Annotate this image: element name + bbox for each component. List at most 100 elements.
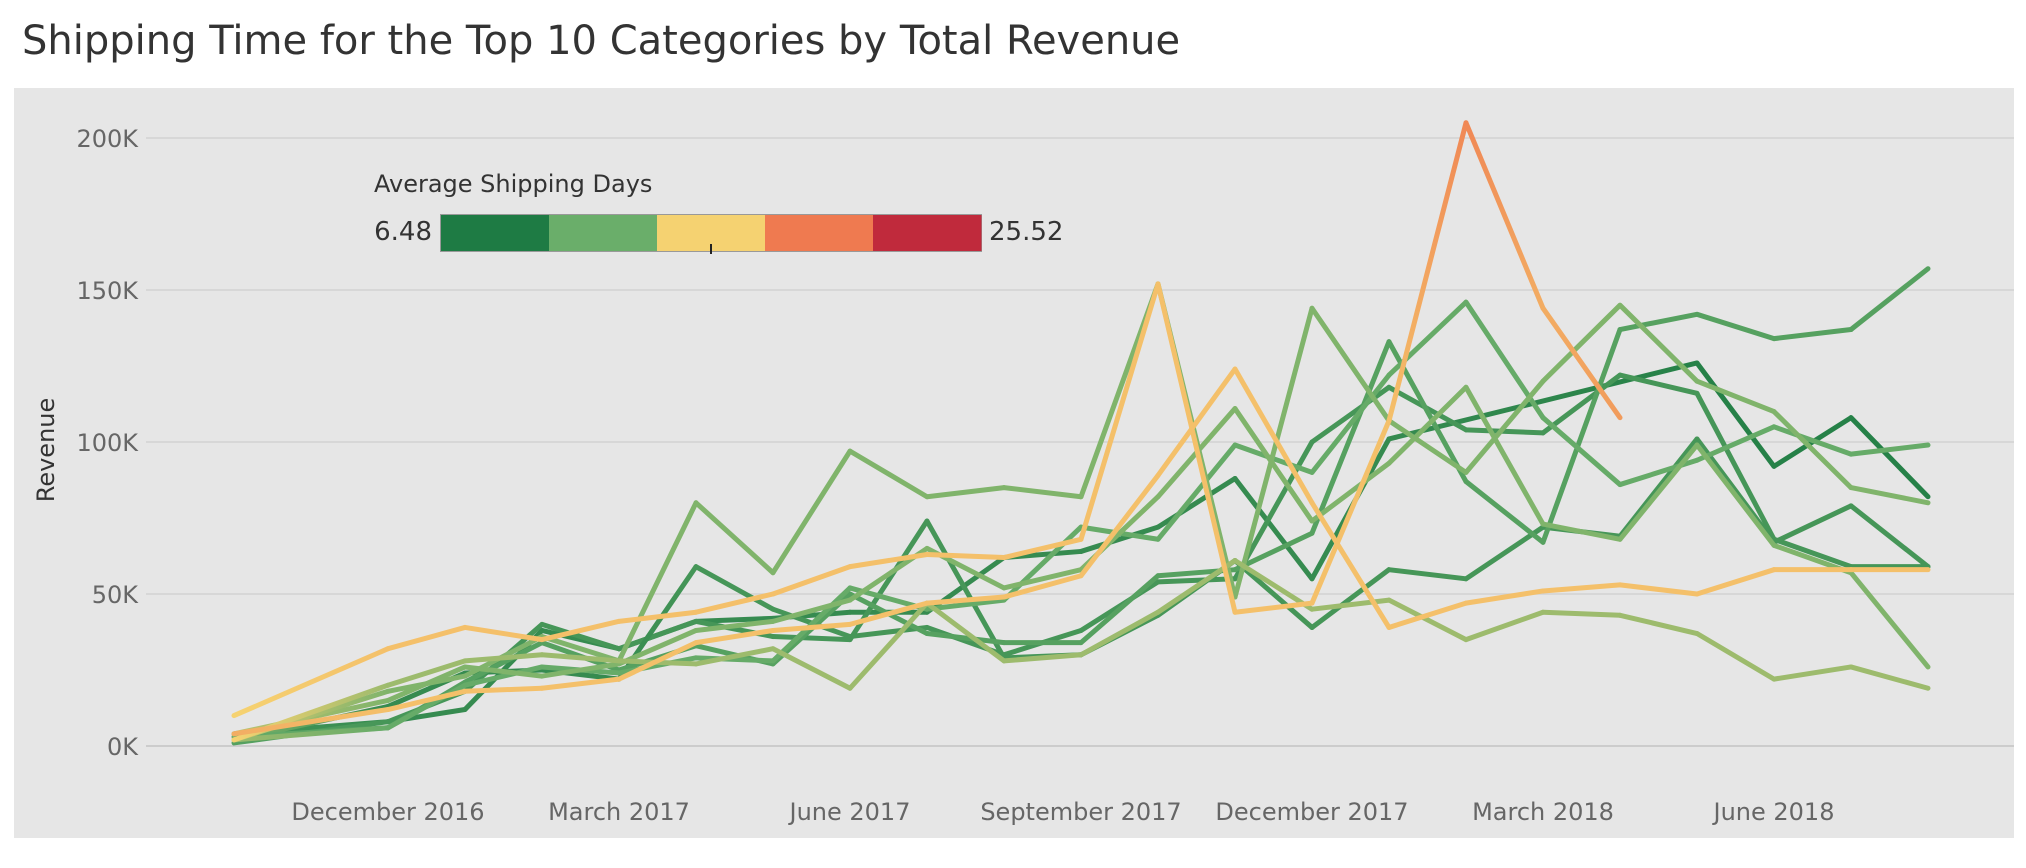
legend-swatch	[873, 215, 982, 251]
series-segment	[924, 600, 1007, 664]
series-segment	[770, 448, 853, 576]
series-segment	[1078, 573, 1161, 646]
series-segment	[1078, 609, 1161, 658]
series-segment	[1232, 305, 1315, 600]
series-segment	[1694, 390, 1777, 542]
series-line	[231, 558, 1931, 743]
series-segment	[847, 448, 930, 500]
series-segment	[539, 634, 622, 664]
series-segment	[1463, 524, 1546, 582]
series-segment	[1540, 609, 1623, 618]
series-segment	[1463, 378, 1546, 475]
series-segment	[1694, 311, 1777, 342]
series-segment	[539, 676, 622, 691]
series-line	[231, 366, 1931, 737]
series-segment	[693, 646, 776, 667]
x-tick-label: June 2017	[788, 798, 911, 826]
series-segment	[1155, 281, 1238, 615]
series-segment	[1001, 536, 1084, 561]
series-segment	[770, 564, 853, 597]
series-line	[231, 281, 1931, 743]
series-segment	[1155, 475, 1238, 530]
series-segment	[385, 658, 468, 688]
series-segment	[693, 618, 776, 633]
legend-swatch	[549, 215, 658, 251]
series-segment	[1155, 366, 1238, 478]
series-segment	[1848, 664, 1931, 691]
series-segment	[1386, 360, 1700, 442]
series-segment	[1617, 582, 1700, 597]
series-segment	[1309, 372, 1392, 475]
series-segment	[1463, 479, 1546, 545]
series-segment	[847, 600, 930, 691]
series-segment	[539, 661, 622, 679]
series-segment	[924, 631, 1007, 646]
series-segment	[1540, 415, 1623, 488]
x-axis: December 2016 March 2017 June 2017 Septembe…	[291, 798, 1834, 826]
series-segment	[1386, 120, 1469, 424]
series-segment	[1540, 327, 1623, 545]
series-segment	[616, 640, 699, 682]
series-segment	[1155, 576, 1238, 585]
series-segment	[539, 621, 622, 652]
series-segment	[1694, 378, 1777, 415]
series-segment	[1386, 600, 1469, 630]
series-segment	[1232, 558, 1315, 612]
y-tick-label: 50K	[92, 581, 140, 609]
series-segment	[1001, 485, 1084, 500]
series-segment	[385, 688, 468, 713]
series-segment	[1386, 384, 1469, 466]
series-segment	[770, 585, 853, 664]
series-segment	[231, 707, 391, 737]
series-segment	[385, 673, 468, 694]
y-tick-label: 100K	[76, 429, 139, 457]
series-segment	[462, 664, 545, 688]
series-segment	[1386, 418, 1469, 475]
legend-max-label: 25.52	[989, 217, 1063, 247]
series-segment	[693, 615, 776, 624]
series-segment	[1155, 558, 1238, 615]
y-axis: 0K 50K 100K 150K 200K	[76, 125, 139, 761]
series-segment	[1309, 418, 1392, 606]
color-legend: Average Shipping Days 6.48 25.52	[374, 170, 1063, 254]
series-segment	[1232, 530, 1315, 573]
series-segment	[693, 627, 776, 646]
series-segment	[1617, 311, 1700, 333]
series-segment	[1463, 427, 1546, 436]
series-segment	[462, 624, 545, 643]
series-segment	[1771, 503, 1854, 545]
series-segment	[462, 640, 545, 685]
series-segment	[1617, 612, 1700, 637]
series-line	[231, 120, 1623, 719]
series-segment	[1771, 327, 1854, 342]
series-segment	[1617, 372, 1700, 396]
series-segment	[1232, 366, 1315, 506]
series-segment	[1694, 424, 1777, 463]
series-segment	[539, 667, 622, 682]
legend-swatch	[441, 215, 550, 251]
series-segment	[1078, 524, 1161, 554]
series-segment	[1463, 609, 1546, 643]
series-segment	[1232, 406, 1315, 524]
series-segment	[1309, 305, 1392, 424]
series-segment	[847, 551, 930, 570]
series-segment	[462, 685, 545, 694]
series-segment	[539, 618, 622, 643]
y-axis-title: Revenue	[32, 398, 60, 503]
series-segment	[462, 652, 545, 664]
x-tick-label: September 2017	[980, 798, 1181, 826]
series-segment	[1617, 302, 1700, 384]
series-segment	[924, 485, 1007, 500]
series-segment	[1540, 521, 1623, 542]
series-segment	[693, 591, 776, 615]
x-tick-label: June 2018	[1712, 798, 1835, 826]
series-segment	[924, 597, 1007, 612]
series-segment	[1540, 582, 1623, 594]
series-segment	[1001, 652, 1084, 664]
series-segment	[1309, 460, 1392, 524]
series-segment	[693, 500, 776, 576]
series-segment	[1463, 588, 1546, 606]
series-segment	[770, 597, 853, 624]
series-segment	[1463, 120, 1546, 311]
